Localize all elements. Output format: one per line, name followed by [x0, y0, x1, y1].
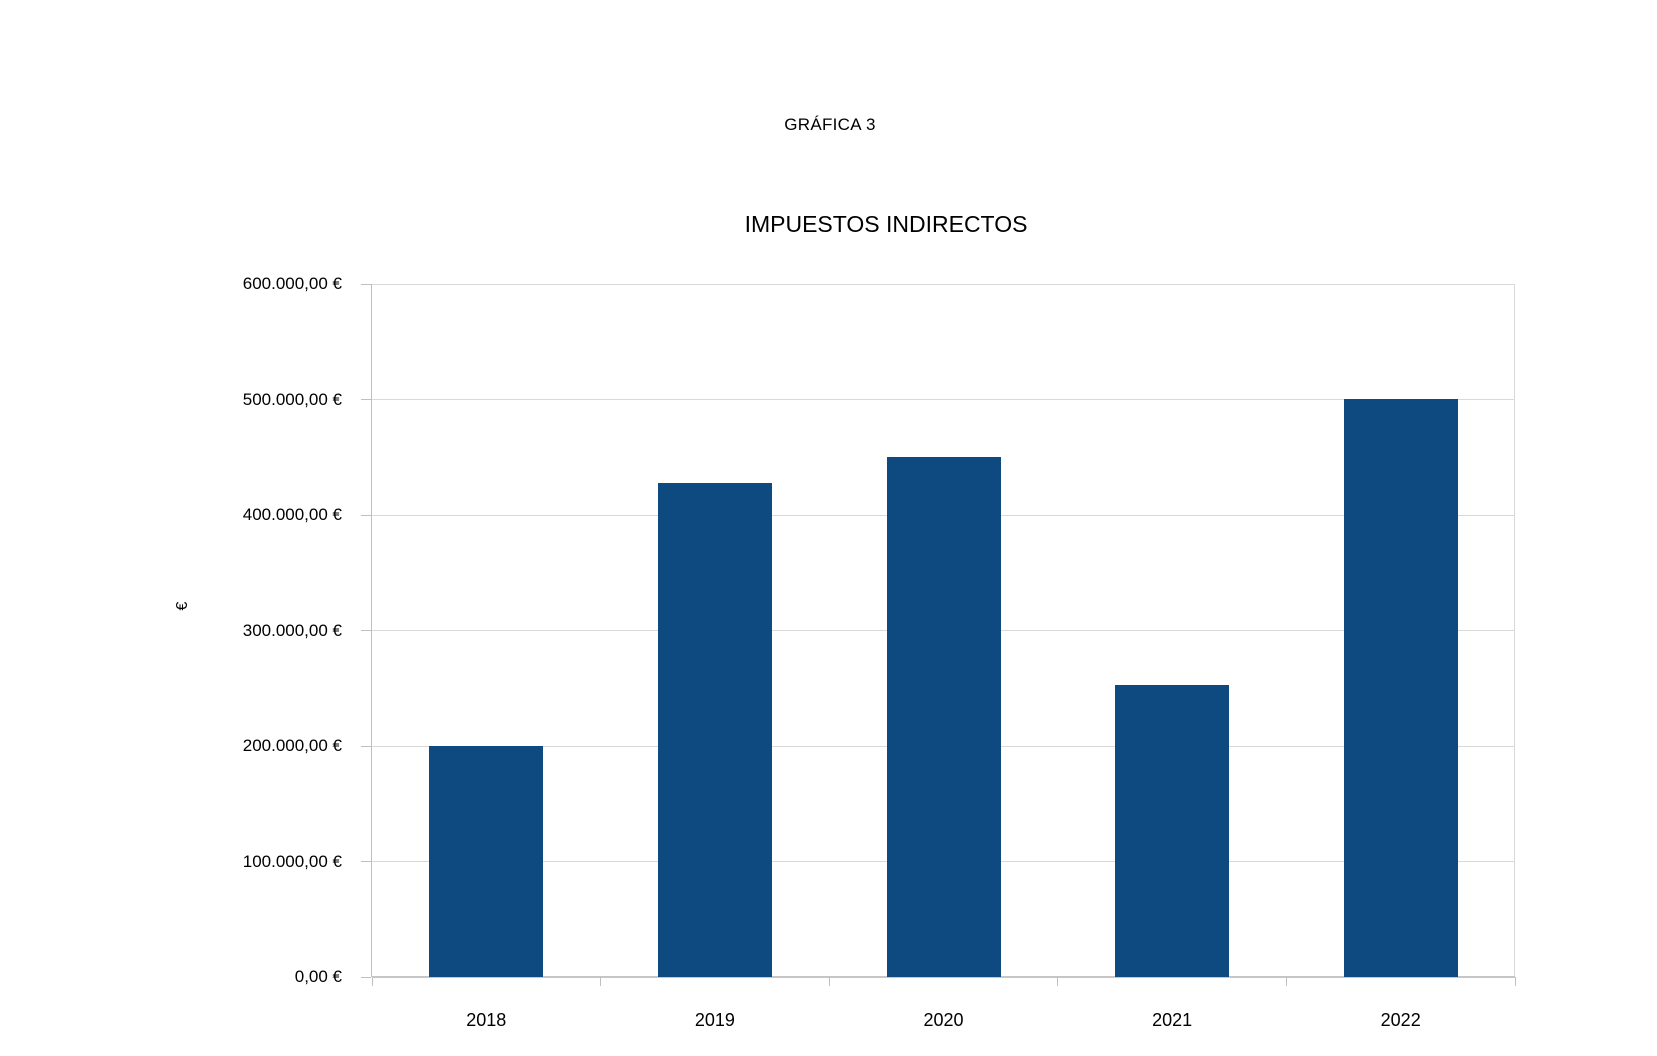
- x-axis-line: [372, 976, 1515, 978]
- bar-2018: [429, 746, 543, 977]
- y-axis-tick: [361, 861, 371, 862]
- y-axis-tick: [361, 514, 371, 516]
- plot-area: [361, 283, 1516, 986]
- bar-2021: [1115, 685, 1229, 977]
- x-category-label: 2019: [694, 1010, 735, 1030]
- document-header: GRÁFICA 3: [784, 115, 876, 134]
- y-axis-tick: [361, 283, 371, 285]
- y-axis-line: [371, 284, 372, 977]
- x-axis-tick: [1285, 977, 1287, 986]
- y-gridline: [372, 399, 1515, 400]
- x-axis-tick: [1514, 977, 1516, 986]
- x-axis-tick: [371, 977, 373, 986]
- bar-2020: [887, 457, 1001, 977]
- y-gridline: [372, 283, 1515, 285]
- x-axis-tick: [1057, 977, 1059, 986]
- x-category-label: 2018: [466, 1010, 507, 1030]
- bar-2019: [658, 483, 772, 977]
- x-category-label: 2020: [923, 1010, 964, 1030]
- y-axis-tick: [361, 976, 371, 978]
- x-axis-tick: [600, 977, 602, 986]
- y-axis-tick: [361, 745, 371, 747]
- chart-title: IMPUESTOS INDIRECTOS: [744, 211, 1028, 237]
- x-category-label: 2022: [1380, 1010, 1421, 1030]
- x-category-label: 2021: [1152, 1010, 1193, 1030]
- y-tick-label: 400.000,00 €: [242, 505, 342, 524]
- y-tick-label: 0,00 €: [294, 967, 342, 986]
- y-tick-label: 500.000,00 €: [242, 389, 342, 409]
- x-axis-tick: [828, 977, 830, 986]
- y-tick-label: 100.000,00 €: [242, 851, 342, 871]
- y-tick-label: 300.000,00 €: [242, 620, 342, 640]
- bar-2022: [1344, 399, 1458, 977]
- y-axis-tick: [361, 630, 371, 631]
- y-axis-tick: [361, 399, 371, 400]
- y-tick-label: 600.000,00 €: [242, 274, 342, 293]
- y-tick-label: 200.000,00 €: [242, 736, 342, 755]
